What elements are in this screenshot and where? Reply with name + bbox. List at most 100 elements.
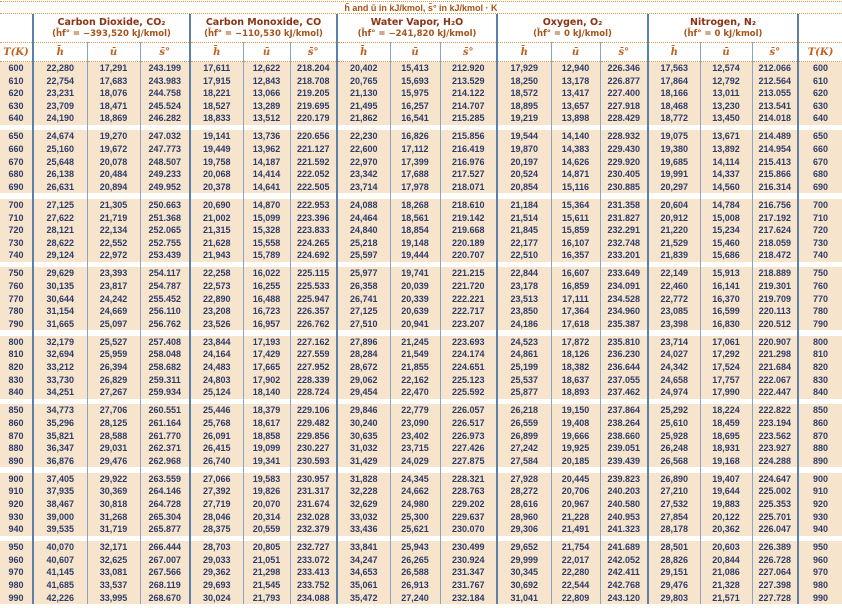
- table-cell: 19,075: [647, 130, 701, 144]
- table-cell: 23,844: [189, 335, 243, 349]
- table-cell: 17,929: [496, 61, 551, 75]
- table-cell: 231.347: [439, 566, 497, 580]
- table-cell: 12,622: [242, 61, 290, 75]
- table-cell: 16,723: [242, 305, 290, 318]
- table-cell: 16,826: [389, 130, 440, 144]
- table-cell: 217.527: [439, 168, 497, 181]
- table-cell: 24,974: [647, 386, 701, 399]
- table-cell: 28,284: [336, 348, 390, 362]
- table-cell: 760: [797, 280, 842, 293]
- table-cell: 820: [797, 361, 842, 374]
- table-cell: 27,719: [189, 498, 243, 511]
- table-cell: 18,268: [389, 198, 440, 212]
- table-cell: 253.439: [139, 249, 190, 262]
- table-cell: 19,666: [550, 429, 600, 443]
- table-cell: 17,902: [242, 373, 290, 387]
- table-cell: 225.701: [751, 510, 799, 524]
- table-cell: 32,694: [32, 348, 87, 362]
- table-cell: 228.339: [289, 373, 337, 387]
- table-cell: 234.960: [599, 305, 649, 318]
- table-cell: 19,644: [699, 485, 753, 498]
- spacer-cell: [797, 467, 842, 473]
- table-cell: 14,641: [242, 180, 290, 194]
- table-cell: 22,970: [336, 155, 390, 169]
- table-cell: 15,693: [389, 74, 440, 88]
- spacer-cell: [389, 124, 440, 131]
- table-cell: 254.117: [139, 267, 190, 280]
- table-cell: 237.055: [599, 373, 649, 387]
- table-cell: 220.707: [439, 249, 497, 262]
- table-cell: 14,870: [242, 198, 290, 212]
- table-cell: 29,803: [647, 591, 701, 605]
- table-cell: 229.637: [439, 510, 497, 524]
- table-cell: 740: [797, 249, 842, 262]
- table-cell: 910: [0, 485, 33, 498]
- table-cell: 25,218: [336, 236, 390, 250]
- table-cell: 21,228: [550, 510, 600, 524]
- table-cell: 17,864: [647, 74, 701, 88]
- table-cell: 226.346: [599, 61, 649, 75]
- table-cell: 21,628: [189, 236, 243, 250]
- table-cell: 219.709: [751, 292, 799, 306]
- table-cell: 20,604: [647, 198, 701, 212]
- table-cell: 33,995: [86, 591, 140, 605]
- table-cell: 18,893: [550, 386, 600, 399]
- group-spacer: [0, 467, 842, 473]
- table-cell: 29,151: [647, 566, 701, 580]
- table-cell: 220.189: [439, 236, 497, 250]
- table-cell: 17,978: [389, 180, 440, 194]
- spacer-cell: [439, 330, 497, 336]
- table-cell: 243.120: [599, 591, 649, 605]
- table-row: 930 39,000 31,268 265.304 28,046 20,314 232.02…: [0, 510, 842, 524]
- spacer-cell: [550, 398, 600, 405]
- table-cell: 231.827: [599, 211, 649, 225]
- spacer-cell: [242, 261, 290, 268]
- table-cell: 223.927: [751, 442, 799, 455]
- table-cell: 21,245: [389, 335, 440, 349]
- table-cell: 220.512: [751, 317, 799, 331]
- table-cell: 18,527: [189, 99, 243, 113]
- spacer-cell: [289, 193, 337, 199]
- table-cell: 15,558: [242, 236, 290, 250]
- table-cell: 23,714: [336, 180, 390, 194]
- table-cell: 15,008: [699, 211, 753, 225]
- spacer-cell: [86, 330, 140, 336]
- table-cell: 215.413: [751, 155, 799, 169]
- table-cell: 234.528: [599, 292, 649, 306]
- table-cell: 12,940: [550, 61, 600, 75]
- table-row: 700 27,125 21,305 250.663 20,690 14,870 222.95…: [0, 198, 842, 212]
- table-cell: 23,231: [32, 87, 87, 100]
- table-cell: 20,912: [647, 211, 701, 225]
- table-cell: 18,869: [86, 112, 140, 125]
- table-cell: 21,086: [699, 566, 753, 580]
- spacer-cell: [32, 467, 87, 473]
- table-cell: 260.551: [139, 404, 190, 417]
- table-cell: 19,150: [550, 404, 600, 417]
- table-cell: 34,247: [336, 553, 390, 567]
- table-cell: 220.113: [751, 305, 799, 318]
- table-cell: 14,560: [699, 180, 753, 194]
- table-cell: 16,607: [550, 267, 600, 280]
- spacer-cell: [86, 124, 140, 131]
- table-cell: 221.298: [751, 348, 799, 362]
- table-cell: 13,289: [242, 99, 290, 113]
- table-cell: 219.205: [289, 87, 337, 100]
- table-cell: 27,510: [336, 317, 390, 331]
- spacer-cell: [0, 124, 33, 131]
- table-cell: 650: [797, 130, 842, 144]
- table-cell: 960: [0, 553, 33, 567]
- table-cell: 20,559: [242, 523, 290, 536]
- table-cell: 227.952: [289, 361, 337, 374]
- table-cell: 240.203: [599, 485, 649, 498]
- spacer-cell: [647, 398, 701, 405]
- table-cell: 258.048: [139, 348, 190, 362]
- table-cell: 250.663: [139, 198, 190, 212]
- table-cell: 221.127: [289, 143, 337, 156]
- gas-properties-table: Carbon Dioxide, CO₂ (h̄f° = −393,520 kJ/k…: [0, 14, 842, 605]
- table-cell: 229.856: [289, 429, 337, 443]
- table-cell: 24,483: [189, 361, 243, 374]
- spacer-cell: [189, 124, 243, 131]
- table-row: 680 26,138 20,484 249.233 20,068 14,414 222.05…: [0, 168, 842, 181]
- table-cell: 19,380: [647, 143, 701, 156]
- table-cell: 26,265: [389, 553, 440, 567]
